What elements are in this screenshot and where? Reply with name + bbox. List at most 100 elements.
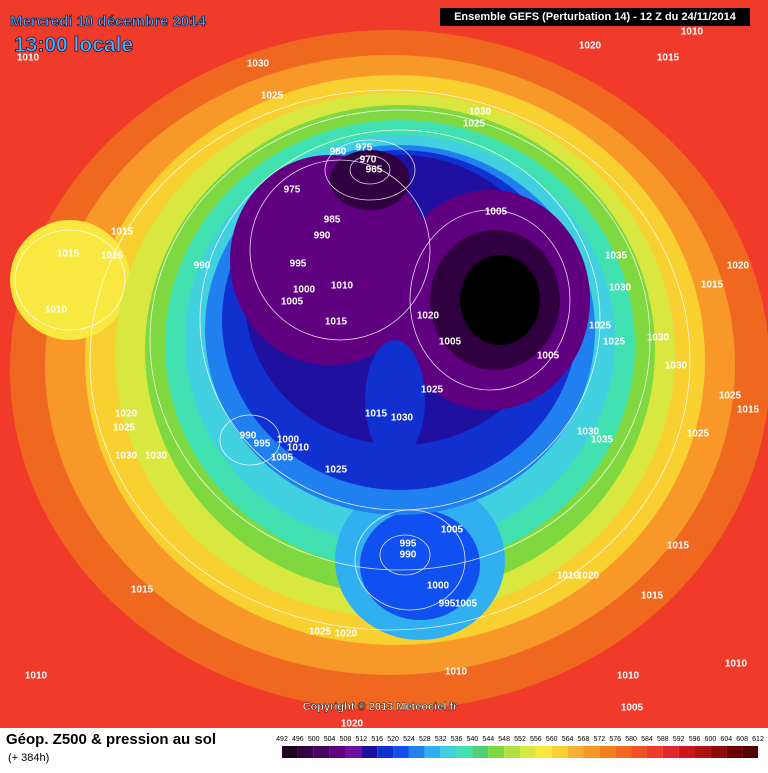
isobar: [149, 109, 651, 571]
isobar-label: 1025: [687, 429, 710, 440]
scale-swatch: [361, 746, 378, 758]
isobar-label: 1015: [365, 409, 388, 420]
scale-swatch: [710, 746, 727, 758]
isobar-label: 1030: [609, 283, 632, 294]
scale-swatch: [393, 746, 409, 758]
isobar-label: 1005: [441, 525, 464, 536]
scale-swatch: [678, 746, 695, 758]
scale-label: 548: [498, 736, 510, 743]
scale-label: 588: [657, 736, 669, 743]
isobar-label: 1000: [277, 435, 300, 446]
isobar-label: 1025: [325, 465, 348, 476]
isobar-label: 1030: [469, 107, 492, 118]
scale-label: 544: [482, 736, 494, 743]
isobar-label: 1030: [391, 413, 414, 424]
run-info: Ensemble GEFS (Perturbation 14) - 12 Z d…: [454, 11, 737, 23]
isobar-label: 1020: [577, 571, 600, 582]
scale-label: 532: [435, 736, 447, 743]
isobar-label: 1025: [421, 385, 444, 396]
scale-label: 584: [641, 736, 653, 743]
geopotential-field: [10, 30, 768, 710]
isobar-label: 1010: [25, 671, 48, 682]
isobar-label: 975: [356, 143, 373, 154]
scale-label: 496: [292, 736, 304, 743]
isobar-label: 1015: [101, 251, 124, 262]
isobar-label: 975: [284, 185, 301, 196]
isobar-label: 1020: [115, 409, 138, 420]
scale-swatch: [615, 746, 632, 758]
isobar-label: 1025: [463, 119, 486, 130]
scale-swatch: [646, 746, 663, 758]
footer-title: Géop. Z500 & pression au sol: [6, 731, 216, 748]
isobar-label: 990: [240, 431, 257, 442]
isobar-label: 1020: [579, 41, 602, 52]
scale-label: 512: [355, 736, 367, 743]
isobar-label: 1010: [445, 667, 468, 678]
isobar-label: 965: [366, 165, 383, 176]
field-band: [365, 340, 425, 460]
date: Mercredi 10 décembre 2014: [10, 13, 207, 30]
isobar-label: 1010: [45, 305, 68, 316]
isobar-label: 1030: [577, 427, 600, 438]
isobar: [379, 534, 431, 576]
isobar-label: 1025: [719, 391, 742, 402]
isobar-label: 1015: [667, 541, 690, 552]
scale-label: 524: [403, 736, 415, 743]
isobar: [199, 129, 601, 511]
scale-swatch: [472, 746, 489, 758]
isobar-label: 1015: [641, 591, 664, 602]
scale-swatch: [599, 746, 616, 758]
scale-label: 600: [705, 736, 717, 743]
scale-swatch: [345, 746, 362, 758]
isobar-label: 1025: [261, 91, 284, 102]
isobar-label: 1005: [281, 297, 304, 308]
isobar-label: 1015: [111, 227, 134, 238]
scale-swatch: [282, 746, 298, 758]
isobar: [354, 509, 466, 611]
isobar-label: 1025: [113, 423, 136, 434]
scale-swatch: [662, 746, 679, 758]
isobar-label: 1010: [17, 53, 40, 64]
isobar: [409, 209, 571, 391]
isobar-label: 1015: [57, 249, 80, 260]
isobar-label: 990: [314, 231, 331, 242]
scale-label: 560: [546, 736, 558, 743]
copyright: Copyright © 2013 Meteociel.fr: [303, 701, 459, 713]
isobar-label: 1005: [485, 207, 508, 218]
scale-swatch: [535, 746, 552, 758]
scale-label: 612: [752, 736, 764, 743]
isobar-label: 980: [330, 147, 347, 158]
isobar-label: 1015: [131, 585, 154, 596]
isobar-label: 1010: [331, 281, 354, 292]
scale-label: 576: [609, 736, 621, 743]
scale-swatch: [424, 746, 441, 758]
isobar: [14, 229, 126, 331]
scale-label: 592: [673, 736, 685, 743]
isobar-label: 1000: [427, 581, 450, 592]
scale-label: 596: [689, 736, 701, 743]
isobar-label: 1015: [737, 405, 760, 416]
isobar-label: 1020: [417, 311, 440, 322]
isobar-label: 1030: [647, 333, 670, 344]
isobar: [249, 159, 431, 341]
isobar-label: 1030: [115, 451, 138, 462]
footer-subtitle: (+ 384h): [8, 752, 49, 764]
isobar-label: 1010: [287, 443, 310, 454]
isobar-label: 1010: [557, 571, 580, 582]
isobar-label: 990: [194, 261, 211, 272]
isobar-label: 1005: [271, 453, 294, 464]
isobar-label: 1000: [293, 285, 316, 296]
color-scale: 492 496 500 504 508 512 516 520 524 528 532 536 540 5…: [276, 736, 764, 758]
isobar-label: 1030: [145, 451, 168, 462]
isobar-label: 1035: [605, 251, 628, 262]
isobar: [324, 139, 416, 201]
scale-swatch: [313, 746, 330, 758]
scale-label: 504: [324, 736, 336, 743]
scale-label: 520: [387, 736, 399, 743]
run-box: [440, 8, 750, 26]
isobar-label: 1010: [617, 671, 640, 682]
scale-swatch: [329, 746, 346, 758]
isobar: [89, 89, 691, 631]
